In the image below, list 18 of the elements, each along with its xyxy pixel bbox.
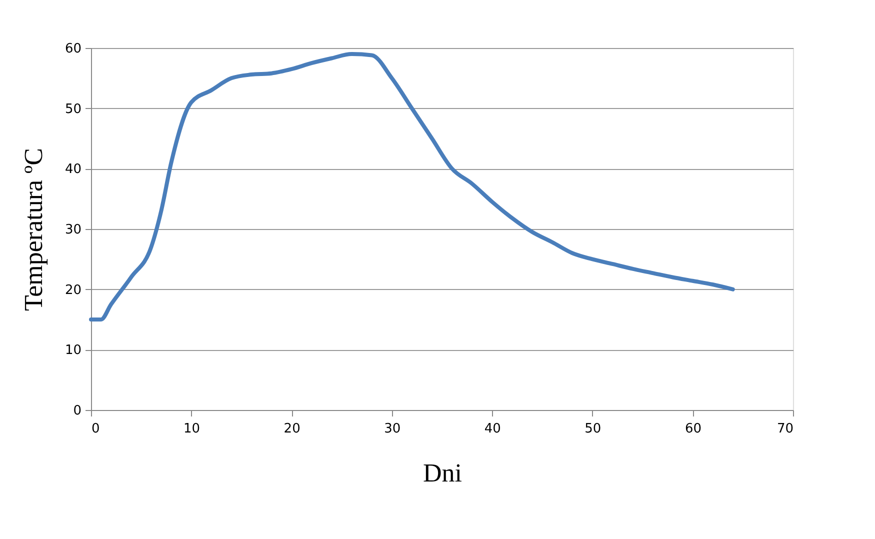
y-axis-title: Temperatura ºC [18, 148, 48, 311]
x-tick-label: 20 [284, 422, 300, 436]
x-tick-label: 70 [776, 422, 794, 436]
x-tick-label: 30 [384, 422, 401, 436]
y-tick-label: 60 [64, 42, 82, 56]
y-tick-label: 20 [64, 282, 82, 298]
y-tick-label: 30 [64, 222, 82, 238]
line-series [89, 52, 735, 322]
y-tick-label: 0 [73, 404, 82, 418]
y-tick-label: 10 [64, 343, 82, 358]
x-tick-label: 0 [92, 422, 100, 436]
x-tick-label: 40 [484, 422, 501, 436]
y-tick-label: 40 [64, 162, 82, 178]
x-tick-label: 60 [684, 422, 702, 436]
x-tick-label: 50 [584, 422, 602, 436]
x-axis-title: Dni [423, 458, 462, 488]
x-tick-label: 10 [184, 422, 200, 436]
y-tick-label: 50 [64, 102, 82, 117]
